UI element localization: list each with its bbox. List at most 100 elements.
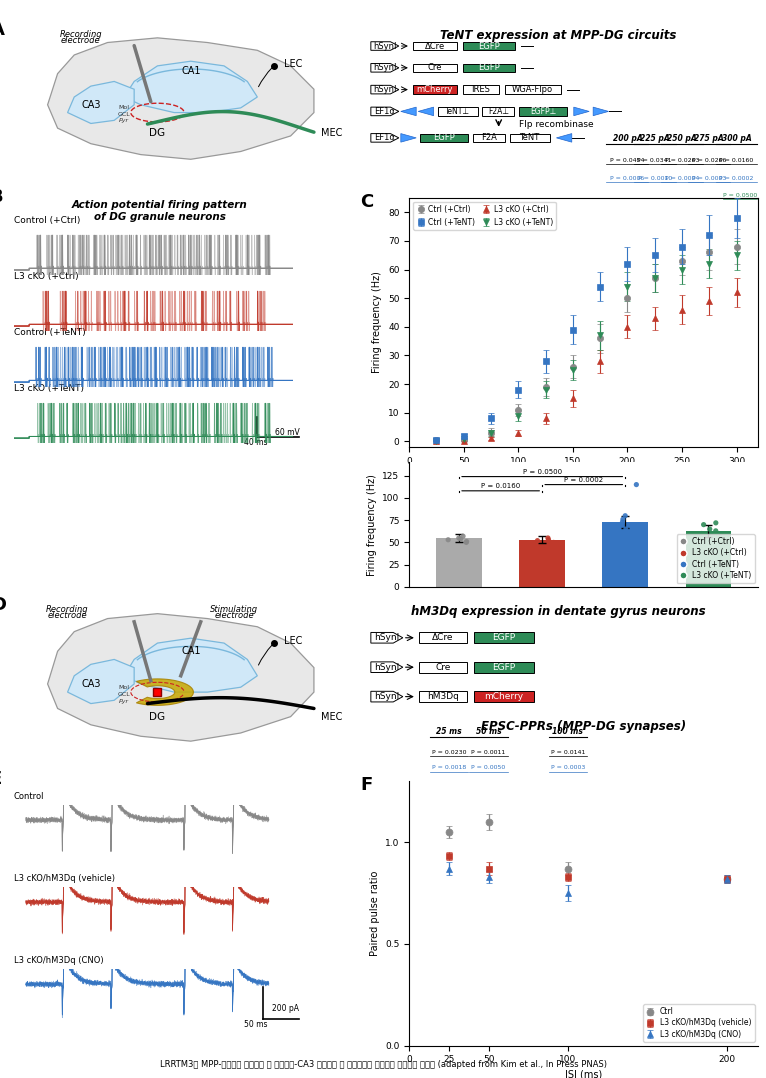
- Polygon shape: [371, 85, 399, 94]
- FancyBboxPatch shape: [509, 134, 550, 142]
- Point: [619, 507, 631, 524]
- Text: hM3Dq: hM3Dq: [427, 692, 459, 701]
- Text: EGFP: EGFP: [434, 134, 455, 142]
- Text: P = 0.0500: P = 0.0500: [723, 193, 757, 198]
- Text: F2A: F2A: [481, 134, 497, 142]
- Text: L3 cKO/hM3Dq (CNO): L3 cKO/hM3Dq (CNO): [14, 956, 103, 965]
- X-axis label: ISI (ms): ISI (ms): [565, 1070, 602, 1078]
- Text: hSynI: hSynI: [373, 42, 397, 51]
- Text: L3 cKO (+TeNT): L3 cKO (+TeNT): [14, 385, 83, 393]
- Point: [532, 533, 544, 550]
- Legend: Ctrl (+Ctrl), Ctrl (+TeNT), L3 cKO (+Ctrl), L3 cKO (+TeNT): Ctrl (+Ctrl), Ctrl (+TeNT), L3 cKO (+Ctr…: [413, 202, 556, 230]
- Point: [454, 530, 466, 548]
- Text: Action potential firing pattern
of DG granule neurons: Action potential firing pattern of DG gr…: [71, 201, 247, 222]
- Text: CA3: CA3: [81, 679, 100, 689]
- Polygon shape: [47, 38, 314, 160]
- Text: Stimulating: Stimulating: [210, 605, 258, 613]
- Text: L3 cKO (+Ctrl): L3 cKO (+Ctrl): [14, 273, 78, 281]
- Text: EGFP: EGFP: [478, 64, 499, 72]
- FancyBboxPatch shape: [413, 42, 457, 51]
- Text: mCherry: mCherry: [484, 692, 523, 701]
- Point: [696, 525, 708, 542]
- Text: LEC: LEC: [284, 59, 303, 69]
- Text: P = 0.0263: P = 0.0263: [665, 158, 699, 163]
- FancyBboxPatch shape: [474, 691, 534, 702]
- Text: P = 0.0500: P = 0.0500: [522, 469, 561, 475]
- Point: [617, 513, 629, 530]
- FancyBboxPatch shape: [437, 107, 477, 115]
- Point: [542, 529, 554, 547]
- Text: DG: DG: [149, 711, 165, 721]
- FancyBboxPatch shape: [519, 107, 567, 115]
- Text: P = 0.0011: P = 0.0011: [471, 749, 506, 755]
- Polygon shape: [401, 134, 416, 142]
- Point: [630, 476, 643, 494]
- Polygon shape: [371, 633, 403, 644]
- Text: Recording: Recording: [46, 605, 89, 613]
- Text: Control (+Ctrl): Control (+Ctrl): [14, 217, 80, 225]
- Text: LRRTM3는 MPP-치아이랑 신경회로 및 치아이랑-CA3 신경회로 간 연동작용을 조절하는 인자임을 증명함 (adapted from Kim et: LRRTM3는 MPP-치아이랑 신경회로 및 치아이랑-CA3 신경회로 간 …: [159, 1061, 607, 1069]
- FancyBboxPatch shape: [413, 85, 457, 94]
- Polygon shape: [556, 134, 571, 142]
- Text: hSynI: hSynI: [375, 692, 399, 701]
- Text: 100 ms: 100 ms: [552, 727, 584, 736]
- Text: EGFP: EGFP: [493, 633, 516, 642]
- Text: B: B: [0, 188, 3, 206]
- Polygon shape: [124, 638, 257, 692]
- Text: CA1: CA1: [181, 66, 201, 75]
- FancyBboxPatch shape: [421, 134, 468, 142]
- Text: EPSC-PPRs (MPP-DG synapses): EPSC-PPRs (MPP-DG synapses): [481, 720, 686, 733]
- FancyBboxPatch shape: [419, 633, 466, 644]
- Text: Control: Control: [14, 792, 44, 801]
- Point: [629, 517, 641, 535]
- Text: P = 0.0454: P = 0.0454: [611, 158, 645, 163]
- Point: [617, 511, 629, 528]
- Text: CA1: CA1: [181, 646, 201, 657]
- Text: hSynI: hSynI: [375, 633, 399, 642]
- Point: [620, 521, 632, 538]
- Text: 25 ms: 25 ms: [436, 727, 462, 736]
- Text: GCL: GCL: [118, 692, 130, 697]
- Text: P = 0.0004: P = 0.0004: [665, 176, 699, 180]
- FancyBboxPatch shape: [505, 85, 561, 94]
- Text: Mol: Mol: [119, 106, 129, 110]
- Text: 60 mV: 60 mV: [275, 428, 300, 437]
- FancyBboxPatch shape: [419, 662, 466, 673]
- Polygon shape: [371, 42, 399, 51]
- Text: P = 0.0050: P = 0.0050: [471, 765, 506, 771]
- FancyBboxPatch shape: [463, 64, 515, 72]
- Point: [457, 527, 470, 544]
- Text: P = 0.0018: P = 0.0018: [432, 765, 466, 771]
- Text: P = 0.0006: P = 0.0006: [611, 176, 644, 180]
- Text: GCL: GCL: [118, 112, 130, 116]
- Text: ΔCre: ΔCre: [424, 42, 445, 51]
- Text: DG: DG: [149, 128, 165, 138]
- Polygon shape: [371, 691, 403, 702]
- Text: 200 pA: 200 pA: [613, 134, 642, 143]
- Point: [460, 533, 473, 550]
- Text: IRES: IRES: [471, 85, 490, 94]
- Polygon shape: [401, 107, 416, 115]
- Text: EGFP: EGFP: [493, 663, 516, 672]
- FancyBboxPatch shape: [483, 107, 514, 115]
- Polygon shape: [67, 660, 134, 704]
- Point: [525, 537, 538, 554]
- Polygon shape: [371, 107, 399, 115]
- Y-axis label: Paired pulse ratio: Paired pulse ratio: [369, 871, 379, 956]
- Text: EGFP: EGFP: [478, 42, 499, 51]
- Point: [704, 521, 716, 538]
- Polygon shape: [47, 613, 314, 742]
- Text: P = 0.0160: P = 0.0160: [481, 484, 520, 489]
- FancyBboxPatch shape: [474, 662, 534, 673]
- Text: P = 0.0266: P = 0.0266: [692, 158, 726, 163]
- Text: 50 ms: 50 ms: [244, 1020, 268, 1029]
- Text: P = 0.0230: P = 0.0230: [431, 749, 466, 755]
- Text: L3 cKO/hM3Dq (vehicle): L3 cKO/hM3Dq (vehicle): [14, 874, 115, 883]
- Text: mCherry: mCherry: [417, 85, 453, 94]
- Text: electrode: electrode: [47, 611, 87, 620]
- Text: Cre: Cre: [427, 64, 442, 72]
- Text: P = 0.0141: P = 0.0141: [551, 749, 585, 755]
- Polygon shape: [574, 107, 589, 115]
- Text: 40 ms: 40 ms: [244, 438, 268, 446]
- Text: EGFP⊥: EGFP⊥: [530, 107, 556, 116]
